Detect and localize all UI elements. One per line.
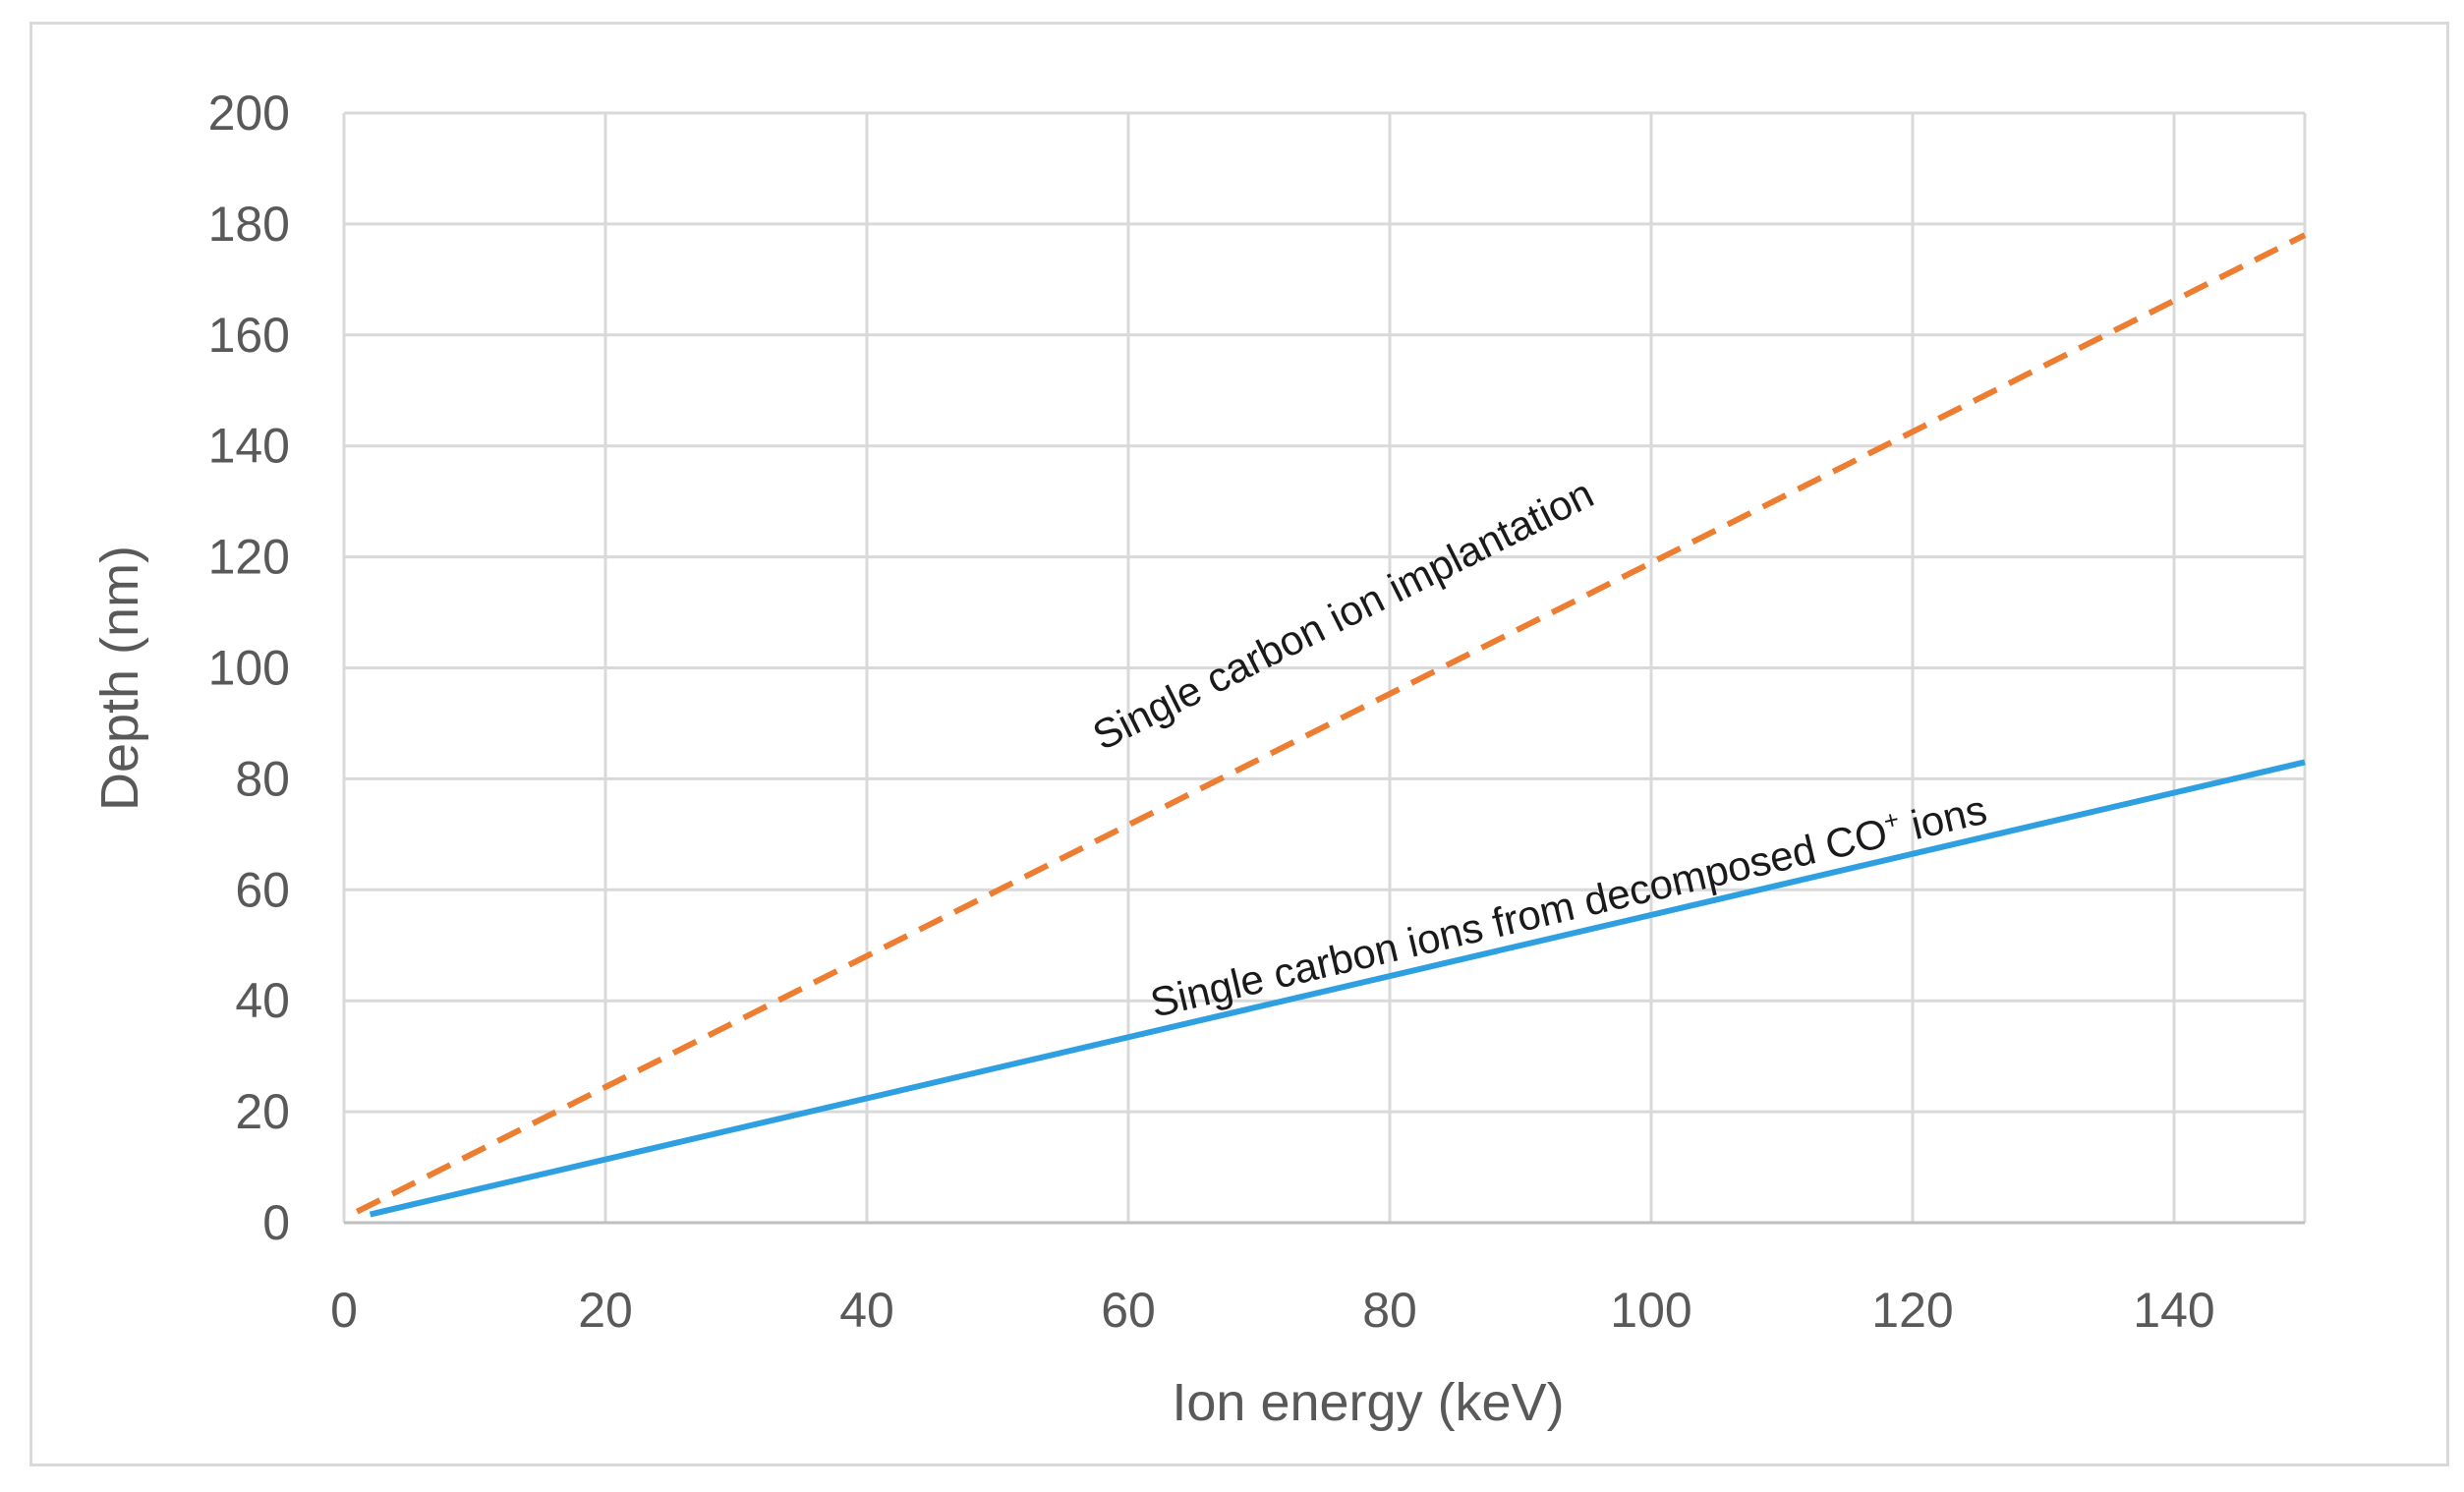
chart-frame — [29, 22, 2449, 1466]
y-tick-label: 40 — [235, 973, 290, 1028]
x-tick-label: 40 — [839, 1283, 894, 1338]
x-tick-label: 120 — [1871, 1283, 1953, 1338]
y-tick-label: 60 — [235, 862, 290, 917]
x-tick-label: 60 — [1101, 1283, 1156, 1338]
series-line-single-carbon-ions-from-co — [369, 759, 2306, 1218]
x-tick-label: 20 — [578, 1283, 633, 1338]
y-tick-label: 120 — [208, 530, 290, 585]
y-tick-label: 0 — [262, 1195, 290, 1250]
annotation-single-carbon-ions-from-co: Single carbon ions from decomposed CO+ i… — [1145, 784, 1990, 1026]
y-tick-label: 20 — [235, 1084, 290, 1139]
x-tick-label: 80 — [1362, 1283, 1417, 1338]
y-tick-label: 160 — [208, 308, 290, 363]
tick-labels: 0 20 40 60 80 100 120 140 160 180 200 0 20 40 60 80 100 1… — [208, 86, 2215, 1338]
series-line-single-carbon-ion-implantation — [355, 232, 2307, 1215]
annotation-1-main: Single carbon ions from decomposed CO — [1146, 809, 1892, 1026]
annotation-1-superscript: + — [1880, 804, 1902, 836]
x-tick-label: 0 — [330, 1283, 358, 1338]
y-tick-label: 180 — [208, 197, 290, 252]
x-tick-label: 100 — [1610, 1283, 1691, 1338]
y-tick-label: 80 — [235, 751, 290, 806]
y-tick-label: 140 — [208, 419, 290, 474]
x-axis-title: Ion energy (keV) — [1172, 1373, 1564, 1432]
series-layer — [355, 232, 2307, 1218]
y-tick-label: 200 — [208, 86, 290, 141]
grid — [342, 111, 2307, 1225]
y-axis-title: Depth (nm) — [90, 545, 149, 811]
y-tick-label: 100 — [208, 641, 290, 696]
x-tick-label: 140 — [2133, 1283, 2214, 1338]
